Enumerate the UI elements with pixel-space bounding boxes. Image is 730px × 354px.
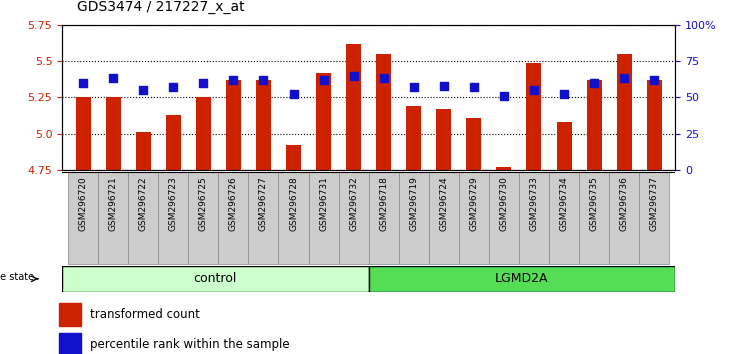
Point [228, 77, 239, 83]
Bar [256, 80, 271, 170]
Bar [68, 172, 98, 264]
Text: GSM296721: GSM296721 [109, 176, 118, 231]
Text: GSM296720: GSM296720 [79, 176, 88, 231]
Point [618, 76, 630, 81]
Text: GSM296731: GSM296731 [319, 176, 328, 231]
Text: GSM296729: GSM296729 [469, 176, 478, 231]
Point [408, 84, 420, 90]
Bar [286, 145, 301, 170]
Point [107, 76, 119, 81]
Text: GSM296725: GSM296725 [199, 176, 208, 231]
Bar [429, 172, 459, 264]
Point [648, 77, 660, 83]
Point [498, 93, 510, 99]
Point [77, 80, 89, 86]
Text: GSM296737: GSM296737 [650, 176, 658, 231]
Point [588, 80, 600, 86]
Bar [106, 97, 120, 170]
Bar [59, 303, 81, 326]
Point [198, 80, 210, 86]
Text: GSM296728: GSM296728 [289, 176, 298, 231]
Bar [76, 97, 91, 170]
Bar [158, 172, 188, 264]
Bar [406, 106, 421, 170]
Text: control: control [193, 272, 237, 285]
Bar [549, 172, 579, 264]
Text: LGMD2A: LGMD2A [495, 272, 549, 285]
Bar [188, 172, 218, 264]
Text: GSM296734: GSM296734 [559, 176, 569, 231]
Bar [639, 172, 669, 264]
Point [288, 92, 299, 97]
Bar [556, 122, 572, 170]
Bar [278, 172, 309, 264]
Bar [346, 44, 361, 170]
Bar [496, 167, 512, 170]
Bar [98, 172, 128, 264]
Point [167, 84, 179, 90]
Text: GSM296736: GSM296736 [620, 176, 629, 231]
Text: GSM296726: GSM296726 [229, 176, 238, 231]
Point [378, 76, 390, 81]
Text: GSM296730: GSM296730 [499, 176, 508, 231]
Bar [526, 63, 542, 170]
Point [438, 83, 450, 88]
Text: transformed count: transformed count [90, 308, 200, 321]
Bar [309, 172, 339, 264]
Text: GSM296732: GSM296732 [349, 176, 358, 231]
Text: GSM296722: GSM296722 [139, 176, 147, 231]
Bar [369, 172, 399, 264]
Bar [459, 172, 489, 264]
Bar [587, 80, 602, 170]
Text: percentile rank within the sample: percentile rank within the sample [90, 338, 289, 352]
Point [318, 77, 329, 83]
Point [347, 73, 359, 78]
Text: GSM296733: GSM296733 [529, 176, 539, 231]
Point [137, 87, 149, 93]
Bar [136, 132, 150, 170]
Bar [376, 54, 391, 170]
Bar [519, 172, 549, 264]
Text: GSM296724: GSM296724 [439, 176, 448, 231]
Text: GSM296718: GSM296718 [379, 176, 388, 231]
Text: disease state: disease state [0, 273, 34, 282]
Bar [466, 118, 481, 170]
Point [558, 92, 570, 97]
Point [468, 84, 480, 90]
Bar [128, 172, 158, 264]
Bar [218, 172, 248, 264]
Bar [647, 80, 661, 170]
Bar [59, 333, 81, 354]
Text: GSM296719: GSM296719 [410, 176, 418, 231]
Bar [248, 172, 278, 264]
Text: GSM296727: GSM296727 [259, 176, 268, 231]
Text: GDS3474 / 217227_x_at: GDS3474 / 217227_x_at [77, 0, 245, 14]
Bar [339, 172, 369, 264]
Point [528, 87, 539, 93]
Text: GSM296735: GSM296735 [590, 176, 599, 231]
Text: GSM296723: GSM296723 [169, 176, 178, 231]
Bar [609, 172, 639, 264]
Bar [579, 172, 609, 264]
Bar [489, 172, 519, 264]
Bar [399, 172, 429, 264]
Bar [62, 266, 369, 292]
Bar [166, 115, 181, 170]
Bar [196, 97, 211, 170]
Bar [437, 109, 451, 170]
Point [258, 77, 269, 83]
Bar [316, 73, 331, 170]
Bar [226, 80, 241, 170]
Bar [617, 54, 631, 170]
Bar [369, 266, 675, 292]
